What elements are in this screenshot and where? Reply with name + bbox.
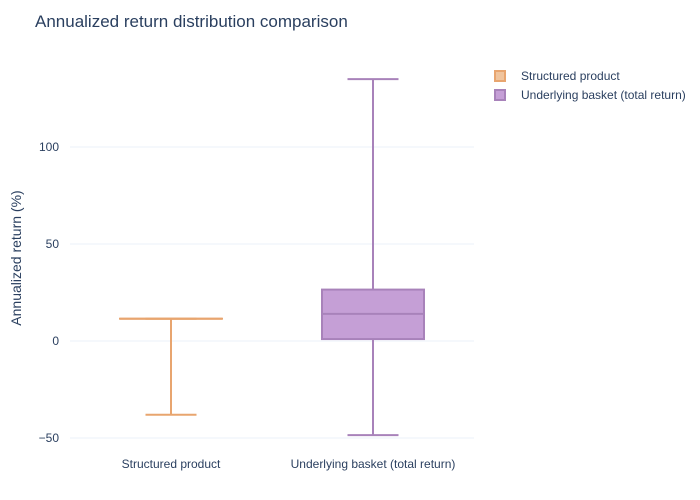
x-tick-label: Structured product [122,457,221,471]
y-tick-label: 50 [46,237,60,251]
y-tick-label: 0 [52,334,59,348]
legend-item-underlying-basket[interactable]: Underlying basket (total return) [494,85,686,104]
legend-item-structured-product[interactable]: Structured product [494,66,686,85]
y-tick-label: 100 [39,140,59,154]
boxes [119,78,425,437]
legend-swatch [494,69,506,82]
y-axis-title: Annualized return (%) [8,190,24,325]
box-underlying-basket [321,78,425,437]
legend: Structured product Underlying basket (to… [494,66,686,104]
chart-title: Annualized return distribution compariso… [35,12,348,31]
gridlines [70,146,474,439]
legend-label: Structured product [521,68,620,83]
x-tick-label: Underlying basket (total return) [291,457,456,471]
x-tick-labels: Structured product Underlying basket (tot… [122,457,456,471]
legend-label: Underlying basket (total return) [521,87,686,102]
box-structured-product [119,317,223,416]
y-tick-label: −50 [39,431,60,445]
legend-swatch [494,88,506,101]
y-tick-labels: −50 0 50 100 [39,140,60,445]
